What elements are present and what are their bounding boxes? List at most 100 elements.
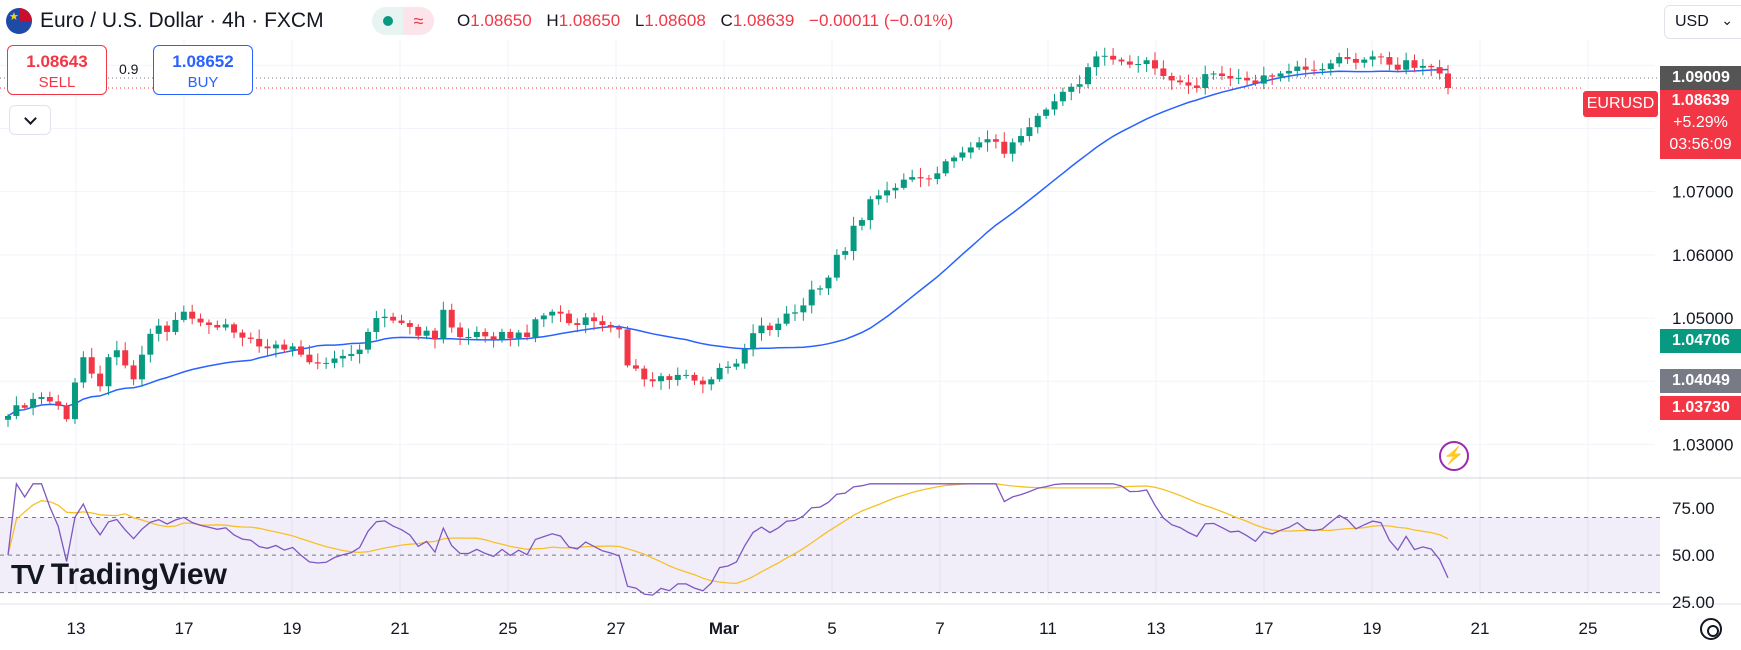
candle-body <box>515 332 522 339</box>
candle-body <box>699 380 706 385</box>
candle-body <box>1151 60 1158 69</box>
moving-average-line <box>7 68 1448 417</box>
candle-body <box>540 315 547 320</box>
candle-body <box>766 325 773 331</box>
rsi-tick-label: 50.00 <box>1672 546 1715 565</box>
currency-selector[interactable]: USD ⌄ <box>1664 5 1741 39</box>
candle-body <box>415 326 422 336</box>
candle-body <box>1344 57 1351 59</box>
candle-body <box>925 178 932 180</box>
candle-body <box>909 177 916 180</box>
candle-body <box>348 354 355 356</box>
time-tick-label: 19 <box>283 619 302 638</box>
candle-body <box>1160 68 1167 77</box>
candle-body <box>1436 67 1443 74</box>
candle-body <box>71 382 78 420</box>
candle-body <box>490 336 497 340</box>
candle-body <box>1428 65 1435 68</box>
candle-body <box>222 324 229 328</box>
candle-body <box>524 332 531 337</box>
candle-body <box>1386 57 1393 65</box>
candle-body <box>172 319 179 332</box>
buy-label: BUY <box>187 74 219 91</box>
market-status-pill[interactable]: ≈ <box>372 7 434 35</box>
prev-price-label: 1.04049 <box>1660 369 1741 393</box>
candle-body <box>155 325 162 334</box>
candle-body <box>105 357 112 387</box>
ohlc-low-key: L <box>634 11 645 30</box>
chevron-down-icon: ⌄ <box>1721 12 1733 28</box>
candle-body <box>959 152 966 158</box>
lightning-icon[interactable]: ⚡ <box>1439 441 1469 471</box>
candle-body <box>917 177 924 179</box>
candle-body <box>1260 75 1267 84</box>
candle-body <box>431 330 438 340</box>
candle-body <box>1110 55 1117 60</box>
settings-icon[interactable] <box>1700 618 1722 640</box>
candle-body <box>80 357 87 383</box>
tradingview-logo[interactable]: TV TradingView <box>11 558 227 592</box>
candle-body <box>1378 56 1385 58</box>
sell-button[interactable]: 1.08643 SELL <box>7 45 107 95</box>
candle-body <box>247 337 254 339</box>
candle-body <box>239 332 246 338</box>
candle-body <box>197 318 204 323</box>
rsi-tick-label: 75.00 <box>1672 499 1715 518</box>
buy-button[interactable]: 1.08652 BUY <box>153 45 253 95</box>
candle-body <box>1244 77 1251 81</box>
candle-body <box>1034 115 1041 128</box>
candle-body <box>1118 59 1125 62</box>
candle-body <box>55 401 62 406</box>
candle-body <box>725 366 731 368</box>
candle-body <box>666 376 673 380</box>
price-tick-label: 1.03000 <box>1672 435 1733 454</box>
candle-body <box>858 220 865 226</box>
currency-label: USD <box>1675 13 1709 30</box>
candle-body <box>147 333 154 355</box>
candle-body <box>13 405 20 416</box>
time-tick-label: 25 <box>1579 619 1598 638</box>
low-price-label: 1.03730 <box>1660 396 1741 420</box>
candle-body <box>1277 73 1284 77</box>
candle-body <box>1361 59 1368 63</box>
candle-body <box>549 311 556 316</box>
candle-body <box>1294 66 1301 71</box>
candle-body <box>272 344 279 349</box>
candle-body <box>138 354 145 380</box>
candle-body <box>323 362 330 364</box>
candle-body <box>1403 60 1410 70</box>
candle-body <box>113 350 120 358</box>
time-tick-label: 19 <box>1363 619 1382 638</box>
candle-body <box>1168 76 1175 81</box>
candle-body <box>758 325 765 334</box>
symbol-title[interactable]: Euro / U.S. Dollar · 4h · FXCM <box>40 9 324 32</box>
logo-text: TradingView <box>50 558 227 591</box>
collapse-trade-panel-button[interactable] <box>9 105 51 135</box>
candle-body <box>775 323 782 331</box>
logo-mark-icon: TV <box>11 559 45 590</box>
candle-body <box>733 363 740 367</box>
candle-body <box>130 365 137 380</box>
candle-body <box>373 318 380 332</box>
candle-body <box>649 379 656 382</box>
candle-body <box>934 173 941 180</box>
candle-body <box>164 325 171 332</box>
candle-body <box>1369 56 1376 60</box>
candle-body <box>1193 85 1200 89</box>
candle-body <box>691 374 698 381</box>
candle-body <box>992 139 999 142</box>
candle-body <box>624 329 631 366</box>
rsi-ma-line <box>7 483 1449 585</box>
candle-body <box>440 309 447 340</box>
candle-body <box>1285 70 1292 74</box>
ohlc-readout: O1.08650 H1.08650 L1.08608 C1.08639 −0.0… <box>457 11 963 31</box>
candle-body <box>88 357 95 374</box>
candle-body <box>1319 69 1326 71</box>
ohlc-change-value: −0.00011 (−0.01%) <box>809 11 954 30</box>
candle-body <box>97 373 104 387</box>
change-percent: +5.29% <box>1673 114 1728 131</box>
candle-body <box>833 254 840 278</box>
candle-body <box>867 199 874 221</box>
candle-body <box>1419 65 1426 68</box>
